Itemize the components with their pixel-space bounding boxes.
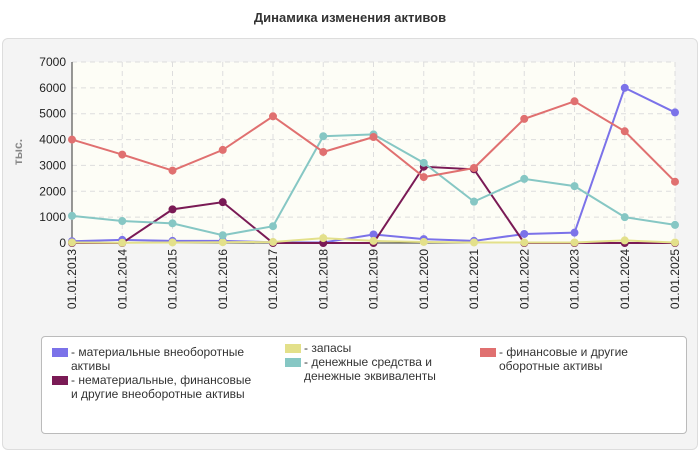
data-point [218,231,227,240]
data-point [520,174,529,183]
legend: - материальные внеоборотные активы - нема… [41,336,687,434]
data-point [218,145,227,154]
y-tick-label: 2000 [39,184,66,198]
data-point [168,238,177,247]
x-tick-label: 01.01.2022 [517,249,531,309]
legend-swatch [52,348,68,357]
x-tick-label: 01.01.2015 [166,249,180,309]
y-tick-label: 5000 [39,107,66,121]
x-tick-label: 01.01.2014 [115,249,129,309]
data-point [319,132,328,141]
data-point [570,228,579,237]
data-point [68,238,76,247]
data-point [620,127,629,136]
legend-item: - финансовые и другие оборотные активы [480,345,665,373]
y-tick-label: 3000 [39,158,66,172]
data-point [68,135,76,144]
y-tick-label: 7000 [39,55,66,69]
chart-title: Динамика изменения активов [253,10,447,25]
x-tick-label: 01.01.2020 [417,249,431,309]
data-point [269,112,277,121]
legend-item: - нематериальные, финансовые и другие вн… [52,373,252,401]
data-point [419,237,428,246]
data-point [671,238,679,247]
data-point [470,164,478,173]
line-chart: 0 1000 2000 3000 4000 5000 6000 7000 01.01.2013 0… [11,55,682,309]
x-tick-label: 01.01.2024 [618,249,632,309]
data-point [68,211,76,220]
legend-label: - запасы [304,341,352,355]
y-tick-label: 1000 [39,210,66,224]
data-point [369,236,378,245]
data-point [620,83,629,92]
data-point [520,238,529,247]
data-point [319,147,328,156]
data-point [671,177,679,186]
data-point [470,197,478,206]
legend-label: - материальные внеоборотные активы [71,345,244,373]
data-point [319,234,328,243]
data-point [269,237,277,246]
legend-swatch [285,358,301,367]
x-tick-label: 01.01.2019 [367,249,381,309]
data-point [118,150,127,159]
data-point [570,97,579,106]
data-point [419,158,428,167]
data-point [168,219,177,228]
legend-item: - денежные средства и денежные эквивален… [285,355,470,383]
x-tick-label: 01.01.2021 [467,249,481,309]
data-point [520,229,529,238]
data-point [419,173,428,182]
data-point [570,238,579,247]
data-point [218,198,227,207]
data-point [369,230,378,239]
data-point [369,132,378,141]
y-tick-label: 0 [59,236,66,250]
legend-swatch [285,344,301,353]
data-point [620,236,629,245]
x-tick-label: 01.01.2018 [316,249,330,309]
legend-swatch [52,376,68,385]
y-tick-label: 6000 [39,81,66,95]
data-point [218,238,227,247]
data-point [168,166,177,175]
y-axis-label: тыс. [11,139,25,165]
x-tick-label: 01.01.2025 [668,249,682,309]
data-point [671,220,679,229]
legend-label: - нематериальные, финансовые и другие вн… [71,373,252,401]
data-point [470,238,478,247]
legend-label: - денежные средства и денежные эквивален… [304,355,436,383]
legend-swatch [480,348,496,357]
data-point [168,205,177,214]
data-point [570,182,579,191]
x-tick-label: 01.01.2017 [266,249,280,309]
data-point [118,238,127,247]
x-tick-label: 01.01.2016 [216,249,230,309]
y-tick-label: 4000 [39,133,66,147]
legend-item: - запасы [285,341,470,355]
data-point [620,213,629,222]
legend-label: - финансовые и другие оборотные активы [499,345,628,373]
data-point [520,114,529,123]
x-tick-label: 01.01.2013 [65,249,79,309]
data-point [118,217,127,226]
data-point [269,222,277,231]
x-tick-label: 01.01.2023 [568,249,582,309]
legend-item: - материальные внеоборотные активы [52,345,252,373]
data-point [671,108,679,117]
